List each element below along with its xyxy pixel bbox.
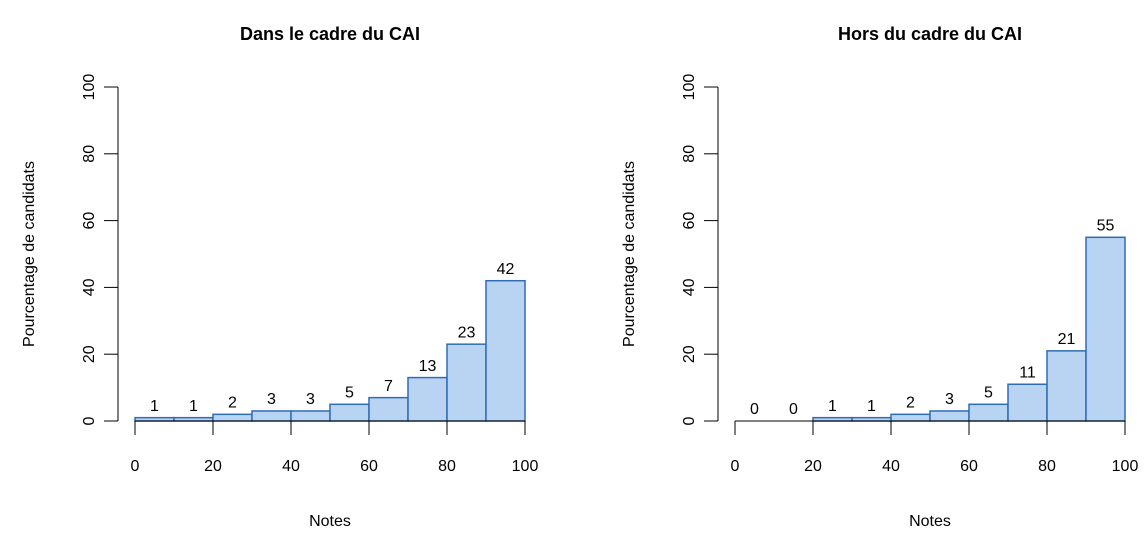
data-label: 11 bbox=[1019, 364, 1036, 381]
data-label: 2 bbox=[228, 395, 237, 412]
data-label: 3 bbox=[306, 391, 315, 408]
bar bbox=[251, 410, 292, 422]
y-tick-label: 100 bbox=[681, 74, 698, 101]
data-label: 0 bbox=[750, 401, 759, 418]
bar bbox=[407, 376, 448, 422]
bar bbox=[851, 416, 892, 422]
bar bbox=[290, 410, 331, 422]
x-tick-label: 60 bbox=[360, 458, 378, 475]
y-tick-label: 40 bbox=[81, 278, 98, 296]
data-label: 5 bbox=[345, 385, 354, 402]
bar bbox=[1046, 350, 1087, 422]
data-label: 55 bbox=[1097, 218, 1115, 235]
bar bbox=[812, 416, 853, 422]
y-tick-label: 60 bbox=[81, 212, 98, 230]
data-label: 7 bbox=[384, 378, 393, 395]
chart-title: Hors du cadre du CAI bbox=[838, 24, 1022, 44]
bar bbox=[329, 403, 370, 422]
data-label: 1 bbox=[189, 398, 198, 415]
data-label: 21 bbox=[1058, 331, 1076, 348]
data-label: 23 bbox=[458, 324, 476, 341]
y-tick-label: 100 bbox=[81, 74, 98, 101]
bar bbox=[890, 413, 931, 422]
x-tick-label: 60 bbox=[960, 458, 978, 475]
x-tick-label: 80 bbox=[438, 458, 456, 475]
x-axis-label: Notes bbox=[309, 513, 351, 530]
y-tick-label: 60 bbox=[681, 212, 698, 230]
data-label: 2 bbox=[906, 395, 915, 412]
x-tick-label: 40 bbox=[882, 458, 900, 475]
x-tick-label: 0 bbox=[131, 458, 140, 475]
data-label: 3 bbox=[945, 391, 954, 408]
bar bbox=[485, 279, 526, 422]
bar bbox=[929, 410, 970, 422]
bar bbox=[173, 416, 214, 422]
bar bbox=[368, 396, 409, 422]
bar bbox=[212, 413, 253, 422]
x-tick-label: 80 bbox=[1038, 458, 1056, 475]
data-label: 42 bbox=[497, 261, 515, 278]
x-tick-label: 0 bbox=[731, 458, 740, 475]
x-tick-label: 40 bbox=[282, 458, 300, 475]
data-label: 1 bbox=[867, 398, 876, 415]
x-axis-label: Notes bbox=[909, 513, 951, 530]
y-axis-label: Pourcentage de candidats bbox=[21, 161, 38, 347]
y-tick-label: 20 bbox=[681, 345, 698, 363]
bar bbox=[1007, 383, 1048, 422]
bar bbox=[1085, 236, 1126, 422]
y-tick-label: 0 bbox=[681, 416, 698, 425]
bar bbox=[968, 403, 1009, 422]
bar bbox=[446, 343, 487, 422]
x-tick-label: 100 bbox=[512, 458, 539, 475]
x-tick-label: 20 bbox=[204, 458, 222, 475]
data-label: 1 bbox=[828, 398, 837, 415]
chart-title: Dans le cadre du CAI bbox=[240, 24, 420, 44]
y-tick-label: 40 bbox=[681, 278, 698, 296]
x-tick-label: 20 bbox=[804, 458, 822, 475]
x-tick-label: 100 bbox=[1112, 458, 1139, 475]
data-label: 5 bbox=[984, 385, 993, 402]
y-tick-label: 80 bbox=[81, 145, 98, 163]
y-tick-label: 0 bbox=[81, 416, 98, 425]
data-label: 1 bbox=[150, 398, 159, 415]
data-label: 3 bbox=[267, 391, 276, 408]
y-tick-label: 20 bbox=[81, 345, 98, 363]
y-axis-label: Pourcentage de candidats bbox=[621, 161, 638, 347]
bar bbox=[134, 416, 175, 422]
y-tick-label: 80 bbox=[681, 145, 698, 163]
data-label: 0 bbox=[789, 401, 798, 418]
data-label: 13 bbox=[419, 358, 437, 375]
